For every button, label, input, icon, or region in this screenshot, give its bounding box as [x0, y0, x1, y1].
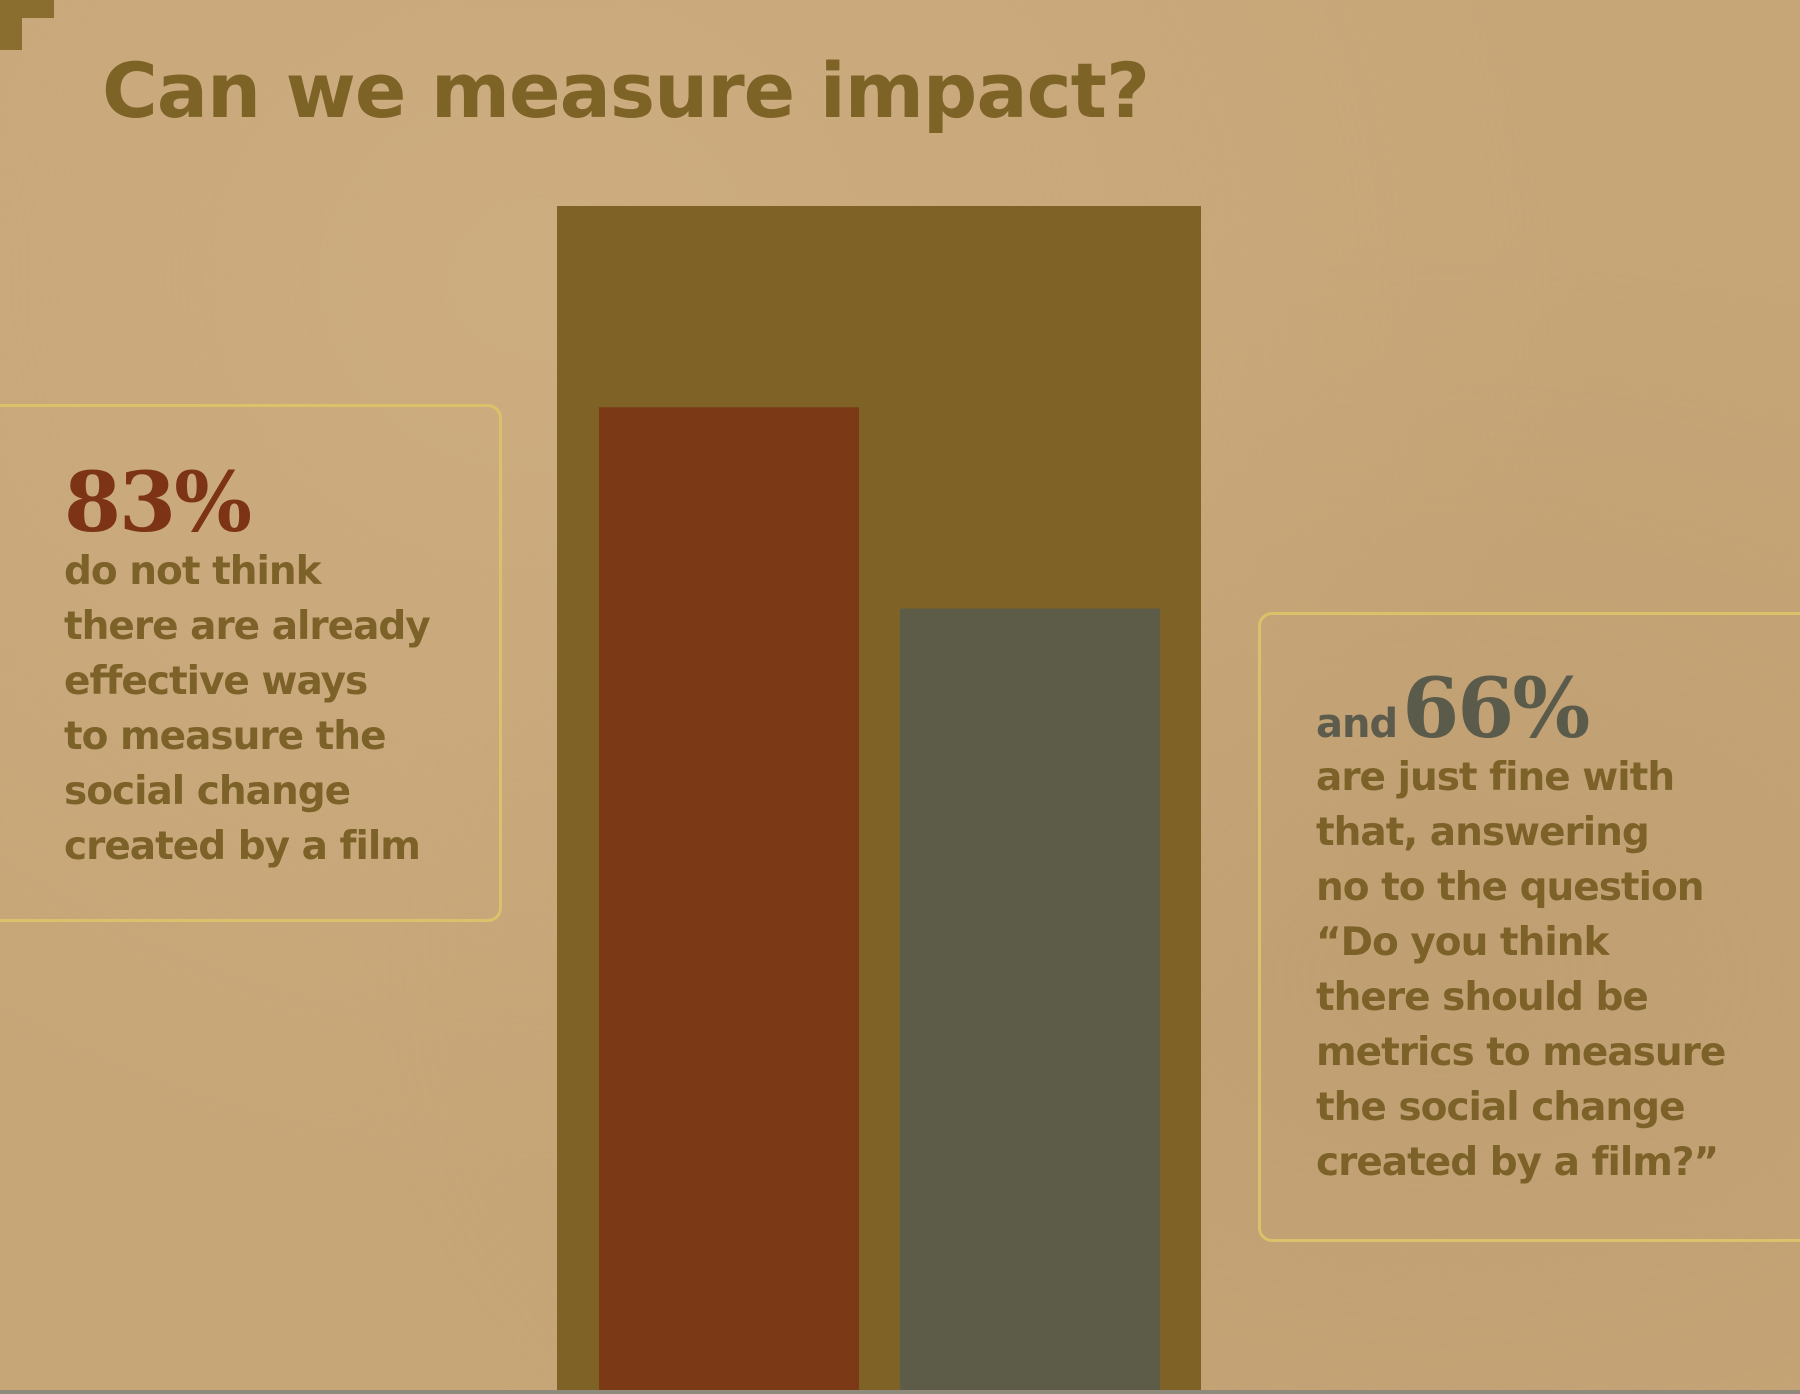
- right-line-5: there should be: [1316, 975, 1649, 1020]
- left-percent: 83%: [64, 455, 252, 551]
- right-line-7: the social change: [1316, 1085, 1686, 1130]
- right-callout: and 66% are just fine with that, answeri…: [1316, 668, 1786, 1190]
- right-prefix: and: [1316, 701, 1398, 747]
- left-line-6: created by a film: [64, 824, 421, 869]
- left-line-3: effective ways: [64, 659, 368, 704]
- left-callout: 83% do not think there are already effec…: [64, 462, 484, 874]
- right-line-4: “Do you think: [1316, 920, 1609, 965]
- right-line-8: created by a film?”: [1316, 1140, 1719, 1185]
- left-line-2: there are already: [64, 604, 431, 649]
- corner-mark: [0, 0, 54, 50]
- bar-83-percent: [599, 407, 859, 1390]
- right-line-6: metrics to measure: [1316, 1030, 1726, 1075]
- right-line-3: no to the question: [1316, 865, 1705, 910]
- left-callout-frame: [0, 404, 502, 922]
- bar-66-percent: [900, 608, 1160, 1390]
- left-line-1: do not think: [64, 549, 322, 594]
- page-title: Can we measure impact?: [102, 46, 1150, 135]
- left-line-5: social change: [64, 769, 351, 814]
- right-line-2: that, answering: [1316, 810, 1650, 855]
- bottom-edge-line: [0, 1390, 1800, 1394]
- right-callout-heading: and 66%: [1316, 668, 1786, 750]
- right-percent: 66%: [1402, 661, 1590, 757]
- right-callout-frame: [1258, 612, 1800, 1242]
- right-line-1: are just fine with: [1316, 755, 1675, 800]
- left-line-4: to measure the: [64, 714, 387, 759]
